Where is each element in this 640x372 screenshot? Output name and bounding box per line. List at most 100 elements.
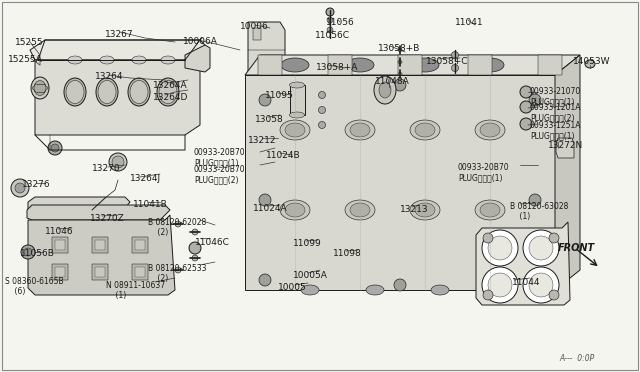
Text: 13213: 13213 <box>400 205 429 214</box>
Text: 13272N: 13272N <box>548 141 583 150</box>
Circle shape <box>24 248 32 256</box>
Ellipse shape <box>415 203 435 217</box>
Polygon shape <box>245 75 555 290</box>
Polygon shape <box>30 40 205 60</box>
Circle shape <box>192 255 198 261</box>
Text: B 08120-62028
    (2): B 08120-62028 (2) <box>148 218 206 237</box>
Text: 13212: 13212 <box>248 136 276 145</box>
Circle shape <box>15 183 25 193</box>
Circle shape <box>175 221 181 227</box>
Circle shape <box>112 156 124 168</box>
Text: 13058: 13058 <box>255 115 284 124</box>
Ellipse shape <box>398 61 402 64</box>
Bar <box>135 267 145 277</box>
Bar <box>55 240 65 250</box>
Polygon shape <box>555 55 580 290</box>
Text: 15255: 15255 <box>15 38 44 47</box>
Circle shape <box>259 194 271 206</box>
Circle shape <box>259 274 271 286</box>
Text: 11056B: 11056B <box>20 249 55 258</box>
Text: 14053W: 14053W <box>573 57 611 66</box>
Bar <box>55 267 65 277</box>
Ellipse shape <box>350 203 370 217</box>
Circle shape <box>523 267 559 303</box>
Bar <box>95 267 105 277</box>
Ellipse shape <box>398 48 402 51</box>
Bar <box>135 240 145 250</box>
Text: 11095: 11095 <box>265 91 294 100</box>
Text: 00933-20B70
PLUGプラグ(1): 00933-20B70 PLUGプラグ(1) <box>458 163 509 182</box>
Text: 11048A: 11048A <box>375 77 410 86</box>
Ellipse shape <box>366 285 384 295</box>
Bar <box>132 237 148 253</box>
Ellipse shape <box>585 60 595 68</box>
Polygon shape <box>28 197 130 215</box>
Text: 13058+B: 13058+B <box>378 44 420 53</box>
Text: 11041: 11041 <box>455 18 484 27</box>
Text: 00933-20B70
PLUGプラグ(2): 00933-20B70 PLUGプラグ(2) <box>194 165 246 185</box>
Circle shape <box>520 101 532 113</box>
Ellipse shape <box>346 58 374 72</box>
Ellipse shape <box>301 285 319 295</box>
Ellipse shape <box>128 78 150 106</box>
Text: 15255A: 15255A <box>8 55 43 64</box>
Circle shape <box>319 92 326 99</box>
Ellipse shape <box>345 200 375 220</box>
Circle shape <box>523 230 559 266</box>
Text: S 08360-6165B
    (6): S 08360-6165B (6) <box>5 277 63 296</box>
Bar <box>95 240 105 250</box>
Text: 11056: 11056 <box>326 18 355 27</box>
Circle shape <box>483 290 493 300</box>
Ellipse shape <box>51 144 59 152</box>
Ellipse shape <box>398 73 402 76</box>
Ellipse shape <box>100 56 114 64</box>
Circle shape <box>529 273 553 297</box>
Ellipse shape <box>285 123 305 137</box>
Circle shape <box>11 179 29 197</box>
Ellipse shape <box>68 56 82 64</box>
Ellipse shape <box>475 120 505 140</box>
Text: A---  0:0P: A--- 0:0P <box>560 354 595 363</box>
Bar <box>52 264 68 280</box>
Bar <box>92 237 108 253</box>
Ellipse shape <box>64 78 86 106</box>
Circle shape <box>192 229 198 235</box>
Ellipse shape <box>130 80 148 103</box>
Ellipse shape <box>96 78 118 106</box>
Ellipse shape <box>431 285 449 295</box>
Text: 00933-20B70
PLUGプラグ(1): 00933-20B70 PLUGプラグ(1) <box>194 148 246 167</box>
Polygon shape <box>245 55 580 75</box>
Text: B 08120-62533
    (2): B 08120-62533 (2) <box>148 264 207 283</box>
Text: 11099: 11099 <box>293 239 322 248</box>
Text: 11024B: 11024B <box>266 151 301 160</box>
Polygon shape <box>27 205 170 220</box>
Ellipse shape <box>34 80 46 96</box>
Bar <box>468 55 492 75</box>
Ellipse shape <box>289 112 305 118</box>
Text: 13270: 13270 <box>92 164 120 173</box>
Polygon shape <box>290 85 305 115</box>
Circle shape <box>451 64 458 71</box>
Ellipse shape <box>66 80 84 103</box>
Circle shape <box>394 79 406 91</box>
Circle shape <box>482 267 518 303</box>
Text: B 08120-63028
    (1): B 08120-63028 (1) <box>510 202 568 221</box>
Bar <box>132 264 148 280</box>
Circle shape <box>529 274 541 286</box>
Ellipse shape <box>410 120 440 140</box>
Bar <box>52 237 68 253</box>
Text: 11056C: 11056C <box>315 31 350 40</box>
Text: 13264A: 13264A <box>153 81 188 90</box>
Text: 10005: 10005 <box>278 283 307 292</box>
Circle shape <box>319 122 326 128</box>
Text: 11098: 11098 <box>333 249 362 258</box>
Circle shape <box>327 17 333 23</box>
Circle shape <box>549 290 559 300</box>
Circle shape <box>189 242 201 254</box>
Ellipse shape <box>280 200 310 220</box>
Circle shape <box>326 8 334 16</box>
Circle shape <box>482 230 518 266</box>
Circle shape <box>327 27 333 33</box>
Text: 11024A: 11024A <box>253 204 287 213</box>
Polygon shape <box>28 215 175 295</box>
